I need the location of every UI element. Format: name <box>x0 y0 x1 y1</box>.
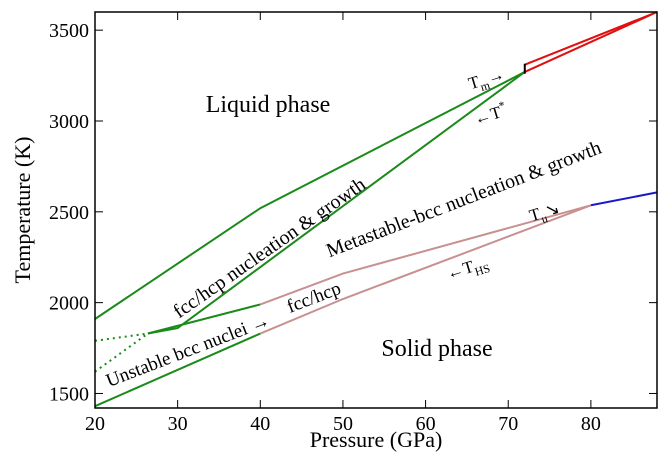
line <box>524 11 658 66</box>
annotation-sub: HS <box>473 261 492 279</box>
x-tick-label: 50 <box>333 413 353 435</box>
x-tick-label: 60 <box>416 413 436 435</box>
annotation-sup: * <box>497 98 507 113</box>
annotation-part: → <box>485 64 507 87</box>
annotation: Liquid phase <box>206 92 331 118</box>
annotation: Tm→ <box>466 64 508 97</box>
annotation: Solid phase <box>381 336 492 362</box>
x-tick-label: 30 <box>168 413 188 435</box>
x-tick-label: 20 <box>85 413 105 435</box>
x-tick-label: 80 <box>581 413 601 435</box>
y-tick-label: 2000 <box>49 293 89 315</box>
line <box>524 11 658 73</box>
y-tick-label: 3000 <box>49 111 89 133</box>
line <box>259 204 592 335</box>
annotation-part: ↘ <box>543 198 562 220</box>
annotation: Tu↘ <box>527 198 563 229</box>
line <box>147 303 261 335</box>
annotation-part: ← <box>444 260 466 283</box>
annotation: Metastable-bcc nucleation & growth <box>323 137 604 262</box>
y-tick-label: 1500 <box>49 383 89 405</box>
annotation-part: ← <box>472 106 494 129</box>
x-tick-label: 40 <box>250 413 270 435</box>
annotation: ←T* <box>471 98 509 129</box>
line <box>590 191 658 207</box>
plot-frame <box>94 11 658 409</box>
y-tick-label: 3500 <box>49 20 89 42</box>
x-tick-label: 70 <box>498 413 518 435</box>
line <box>94 332 261 408</box>
line <box>259 204 592 306</box>
x-axis-title: Pressure (GPa) <box>310 427 443 452</box>
y-axis-title: Temperature (K) <box>10 137 35 284</box>
annotation-sub: u <box>540 211 550 226</box>
line <box>94 332 149 373</box>
y-tick-label: 2500 <box>49 202 89 224</box>
line <box>94 71 526 320</box>
